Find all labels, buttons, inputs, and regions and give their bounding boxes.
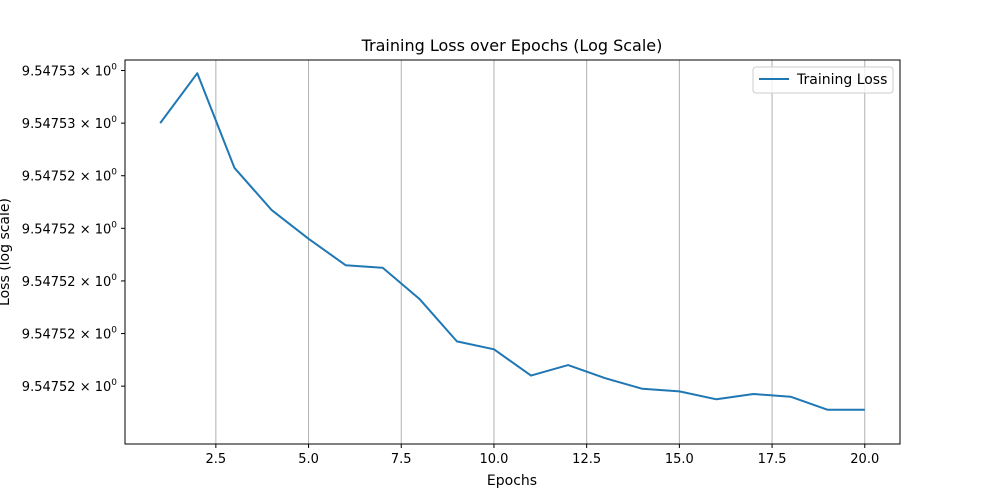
- data-point: [715, 398, 717, 400]
- data-point: [308, 238, 310, 240]
- x-tick-label: 17.5: [758, 452, 787, 467]
- data-point: [456, 340, 458, 342]
- y-tick-label: 9.54752 × 100: [22, 220, 117, 237]
- y-tick-label: 9.54752 × 100: [22, 326, 117, 343]
- data-point: [567, 364, 569, 366]
- legend-label-training-loss: Training Loss: [796, 72, 887, 88]
- y-axis-ticks: 9.54753 × 100 9.54753 × 100 9.54752 × 100 9…: [22, 63, 125, 395]
- y-tick-label: 9.54752 × 100: [22, 378, 117, 395]
- data-point: [530, 375, 532, 377]
- data-point: [493, 348, 495, 350]
- data-point: [753, 393, 755, 395]
- y-tick-label: 9.54753 × 100: [22, 115, 117, 132]
- legend-box: [752, 66, 894, 94]
- x-tick-label: 5.0: [298, 452, 319, 467]
- x-tick-label: 7.5: [391, 452, 412, 467]
- x-tick-label: 2.5: [206, 452, 227, 467]
- data-point: [159, 122, 161, 124]
- series-layer: [159, 72, 866, 411]
- x-tick-label: 10.0: [479, 452, 508, 467]
- data-point: [827, 409, 829, 411]
- data-point: [233, 167, 235, 169]
- data-point: [604, 377, 606, 379]
- data-point: [382, 267, 384, 269]
- y-tick-label: 9.54752 × 100: [22, 273, 117, 290]
- x-axis-ticks: 2.5 5.0 7.5 10.0 12.5 15.0 17.5 20.0: [206, 444, 879, 467]
- data-point: [641, 388, 643, 390]
- data-point: [345, 264, 347, 266]
- data-point: [270, 209, 272, 211]
- plot-area-frame: [124, 59, 901, 445]
- legend: Training Loss: [752, 66, 894, 94]
- data-point: [864, 409, 866, 411]
- data-point: [196, 72, 198, 74]
- y-tick-label: 9.54753 × 100: [22, 63, 117, 80]
- x-axis-label: Epochs: [487, 473, 537, 489]
- data-point: [790, 396, 792, 398]
- y-axis-label: Loss (log scale): [0, 198, 13, 306]
- data-point: [419, 298, 421, 300]
- x-tick-label: 20.0: [850, 452, 879, 467]
- grid-lines: [215, 60, 866, 444]
- series-line-training-loss: [159, 72, 865, 411]
- chart-title: Training Loss over Epochs (Log Scale): [361, 36, 663, 55]
- y-tick-label: 9.54752 × 100: [22, 168, 117, 185]
- x-tick-label: 15.0: [665, 452, 694, 467]
- data-point: [678, 390, 680, 392]
- x-tick-label: 12.5: [572, 452, 601, 467]
